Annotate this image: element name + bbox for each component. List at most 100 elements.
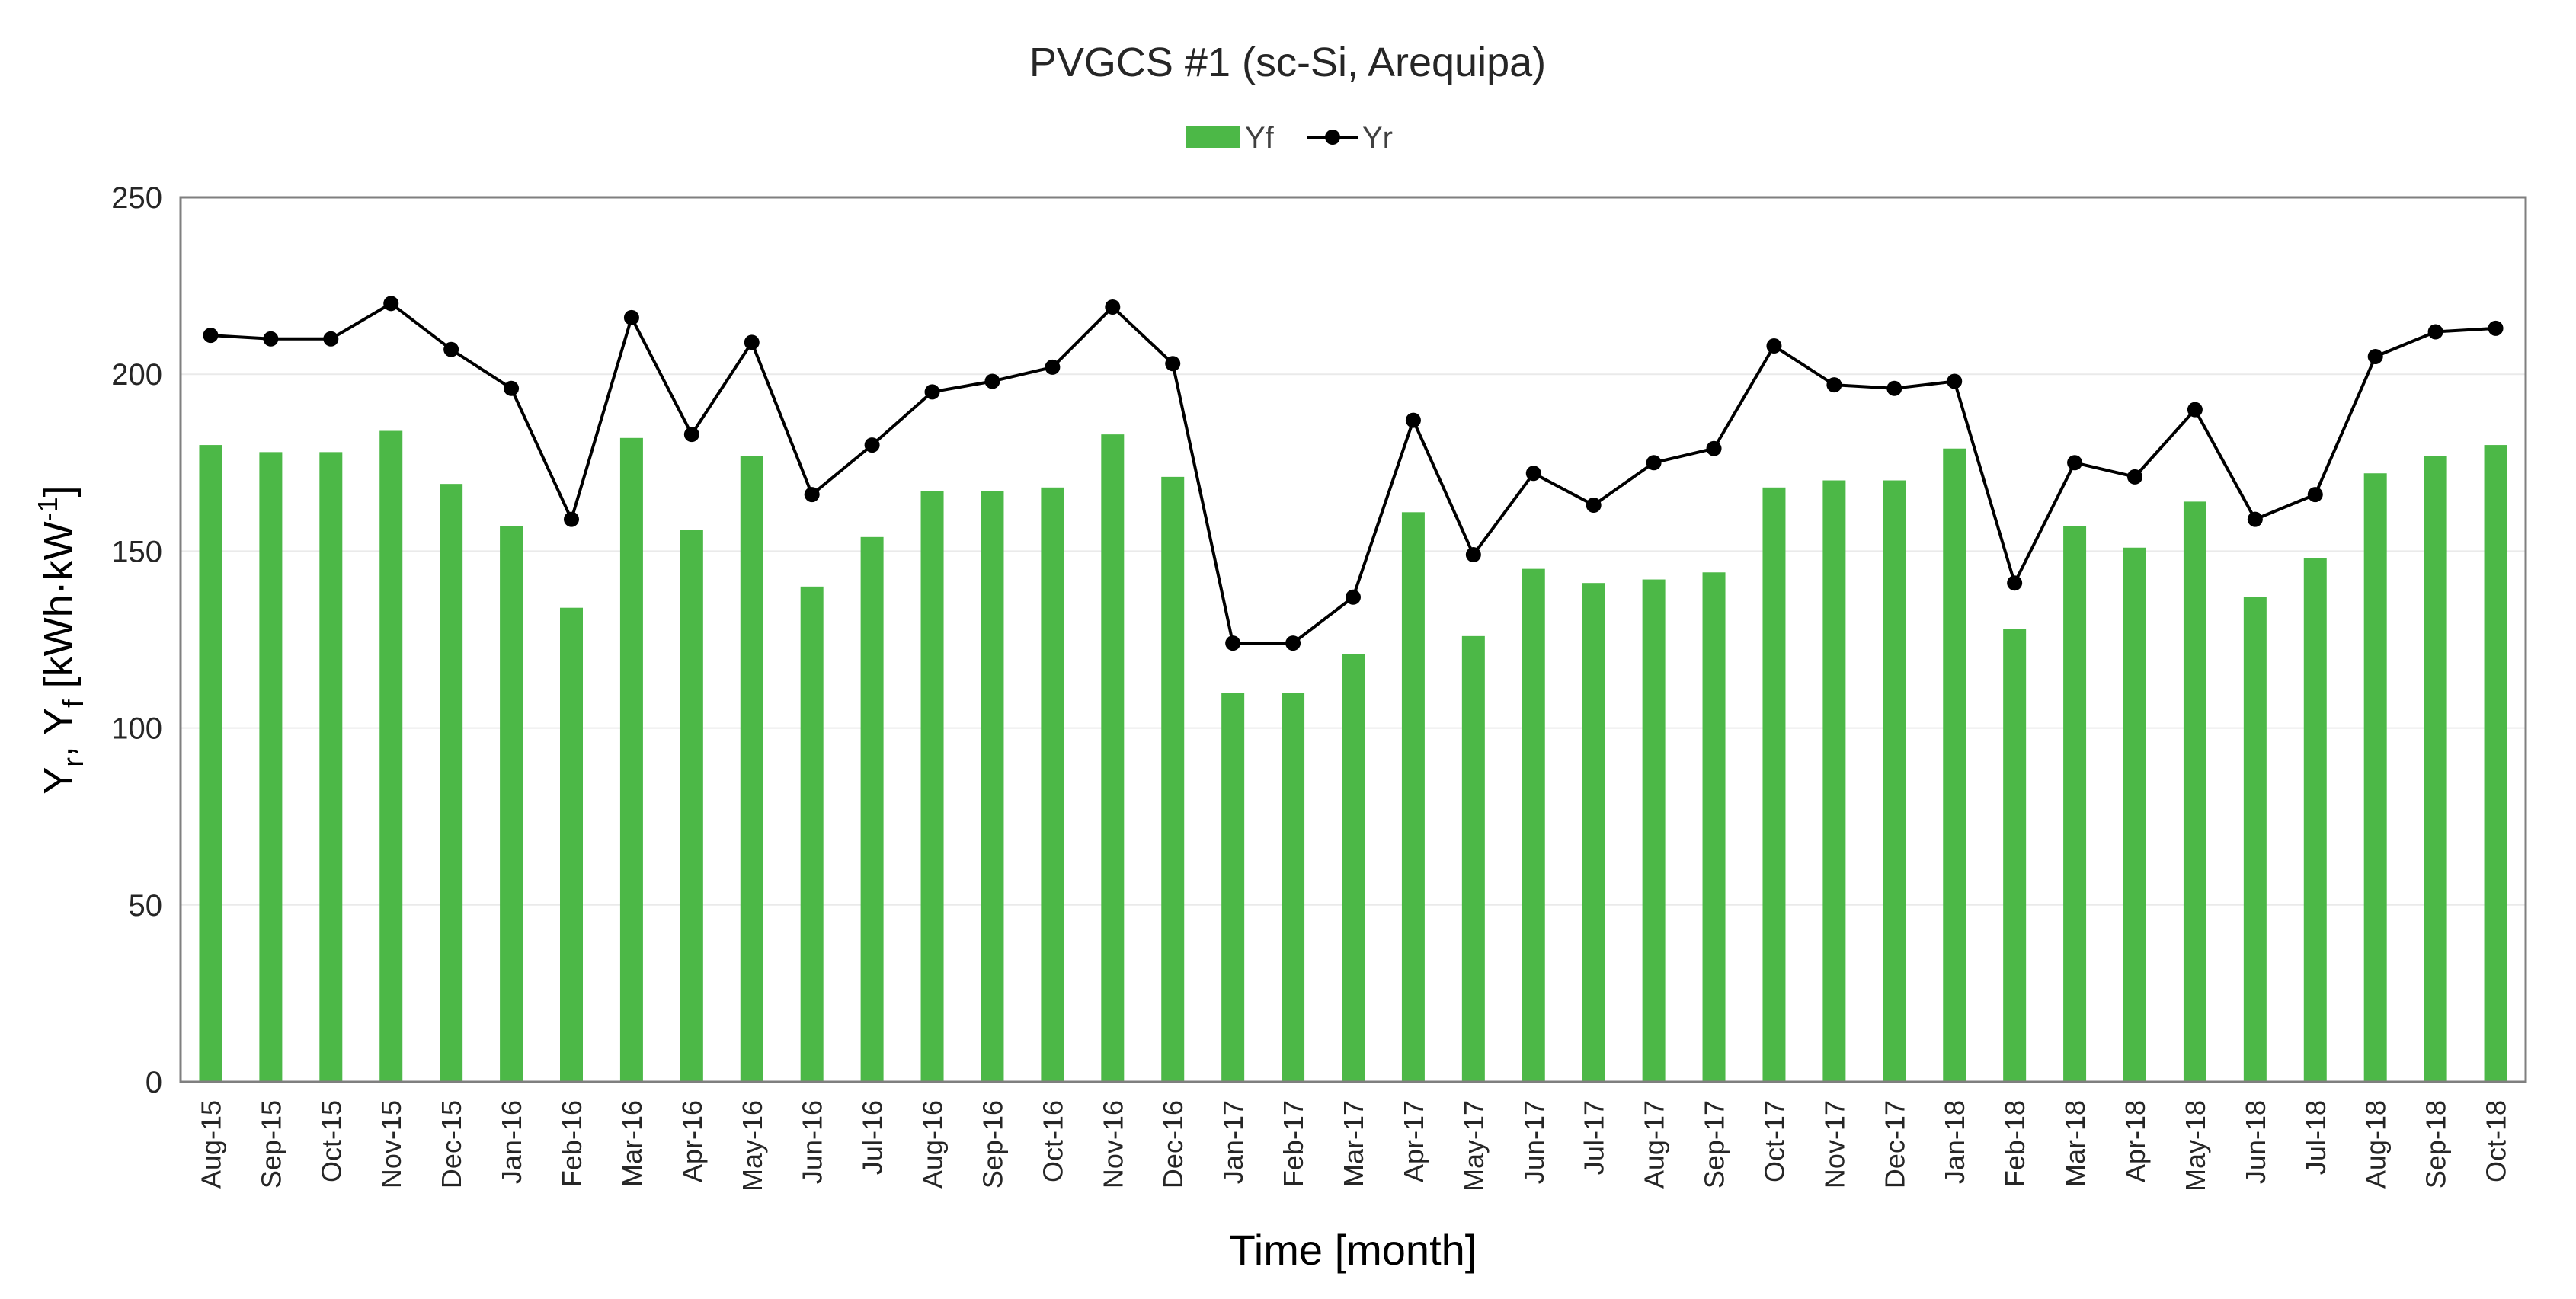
y-axis-title-unit-open: [kWh·kW (36, 521, 82, 699)
x-tick-label: Mar-16 (616, 1100, 648, 1187)
x-tick-label: Nov-17 (1819, 1100, 1850, 1189)
x-tick-label: Jan-17 (1218, 1100, 1249, 1184)
x-tick-label: Jun-17 (1518, 1100, 1550, 1184)
yf-bar-oct-15 (319, 452, 343, 1082)
yr-point-jul-17 (1586, 498, 1602, 514)
y-axis-title-sep: , (36, 735, 82, 757)
yr-point-sep-18 (2427, 324, 2443, 340)
yf-bar-mar-17 (1342, 654, 1365, 1082)
yf-bar-nov-15 (379, 430, 403, 1082)
yr-point-jun-18 (2247, 511, 2263, 527)
x-tick-label: Nov-15 (376, 1100, 407, 1189)
yf-bar-aug-15 (199, 445, 222, 1082)
yr-point-aug-15 (203, 328, 219, 344)
yr-point-jun-16 (804, 487, 820, 503)
yr-point-aug-18 (2367, 348, 2383, 364)
x-tick-label: Nov-16 (1097, 1100, 1128, 1189)
yr-point-nov-16 (1105, 299, 1121, 315)
legend-yr-label: Yr (1362, 121, 1393, 155)
x-tick-label: Apr-18 (2120, 1100, 2151, 1182)
x-axis-ticks: Aug-15 Sep-15 Oct-15 Nov-15 Dec-15 Jan-16 Feb-… (195, 1100, 2511, 1192)
yr-point-jan-18 (1947, 373, 1963, 389)
yr-point-dec-16 (1165, 356, 1181, 372)
yr-point-oct-15 (323, 331, 339, 347)
yr-point-aug-17 (1646, 455, 1662, 471)
x-axis-title: Time [month] (1230, 1226, 1477, 1274)
yf-bar-oct-16 (1041, 487, 1064, 1082)
y-axis-title-unit-close: ] (36, 485, 82, 497)
yr-point-jun-17 (1525, 466, 1541, 482)
y-axis-title: Yr, Yf [kWh·kW-1] (32, 485, 90, 794)
legend-yf-swatch (1186, 126, 1240, 148)
x-tick-label: Jul-16 (857, 1100, 888, 1175)
yr-point-dec-15 (443, 341, 459, 357)
y-axis-title-sub-r: r (58, 757, 90, 767)
yr-point-aug-16 (924, 384, 940, 400)
y-tick-label: 100 (111, 712, 162, 746)
x-tick-label: Oct-16 (1037, 1100, 1068, 1182)
yr-point-nov-15 (383, 296, 399, 312)
x-tick-label: Aug-16 (917, 1100, 949, 1189)
y-axis-title-sub-f: f (58, 699, 90, 708)
x-tick-label: Feb-16 (556, 1100, 587, 1187)
x-tick-label: Jul-17 (1579, 1100, 1610, 1175)
yf-bar-jan-17 (1221, 693, 1245, 1082)
yf-bar-dec-15 (440, 484, 463, 1082)
yr-point-oct-16 (1045, 359, 1061, 375)
x-tick-label: Feb-17 (1278, 1100, 1309, 1187)
x-tick-label: Dec-15 (436, 1100, 467, 1189)
x-tick-label: Sep-18 (2421, 1100, 2452, 1189)
yf-bar-jul-17 (1582, 583, 1605, 1082)
yr-point-oct-17 (1766, 338, 1782, 354)
yr-point-mar-18 (2067, 455, 2083, 471)
y-tick-label: 0 (146, 1066, 162, 1099)
x-tick-label: Feb-18 (1999, 1100, 2030, 1187)
yf-bar-jun-17 (1522, 568, 1545, 1082)
yf-bar-jan-18 (1943, 448, 1966, 1082)
x-tick-label: Sep-15 (255, 1100, 286, 1189)
yr-point-sep-16 (984, 373, 1000, 389)
yf-bar-apr-16 (680, 530, 703, 1082)
yr-point-mar-17 (1346, 589, 1361, 605)
yf-bar-sep-15 (259, 452, 283, 1082)
x-tick-label: Dec-16 (1157, 1100, 1189, 1189)
y-tick-label: 50 (129, 889, 163, 923)
yr-point-apr-18 (2127, 469, 2142, 485)
yf-bar-feb-17 (1282, 693, 1305, 1082)
yf-bar-aug-18 (2363, 473, 2387, 1082)
yr-point-jan-16 (504, 380, 520, 396)
yf-bar-jan-16 (500, 526, 523, 1082)
yf-bar-jul-18 (2303, 558, 2327, 1082)
yf-bar-dec-17 (1883, 480, 1906, 1082)
yf-bar-feb-18 (2003, 629, 2027, 1082)
yf-bar-sep-16 (981, 491, 1004, 1082)
x-tick-label: Oct-17 (1758, 1100, 1790, 1182)
yf-bar-sep-17 (1702, 572, 1726, 1082)
yf-bar-nov-17 (1822, 480, 1846, 1082)
yr-point-apr-17 (1405, 412, 1421, 428)
legend-yr-marker (1325, 130, 1340, 145)
yr-point-mar-16 (623, 309, 639, 325)
y-tick-label: 200 (111, 358, 162, 392)
legend-yf-label: Yf (1245, 121, 1275, 155)
yf-bar-jun-18 (2243, 597, 2267, 1082)
y-axis-ticks: 0 50 100 150 200 250 (111, 181, 162, 1099)
y-tick-label: 150 (111, 535, 162, 568)
yr-point-oct-18 (2488, 320, 2504, 336)
yf-bar-nov-16 (1101, 434, 1125, 1082)
x-tick-label: May-16 (737, 1100, 768, 1192)
yr-line-series (203, 296, 2504, 651)
x-tick-label: Jun-18 (2240, 1100, 2271, 1184)
x-tick-label: May-18 (2180, 1100, 2211, 1192)
x-tick-label: Dec-17 (1879, 1100, 1910, 1189)
x-tick-label: Aug-17 (1639, 1100, 1670, 1189)
yf-bars (199, 430, 2507, 1082)
yf-bar-feb-16 (560, 607, 583, 1082)
x-tick-label: Mar-17 (1338, 1100, 1369, 1187)
y-axis-title-y2: Y (36, 708, 82, 735)
x-tick-label: May-17 (1458, 1100, 1490, 1192)
x-tick-label: Sep-17 (1699, 1100, 1730, 1189)
x-tick-label: Jan-16 (496, 1100, 527, 1184)
legend: Yf Yr (1186, 121, 1393, 155)
